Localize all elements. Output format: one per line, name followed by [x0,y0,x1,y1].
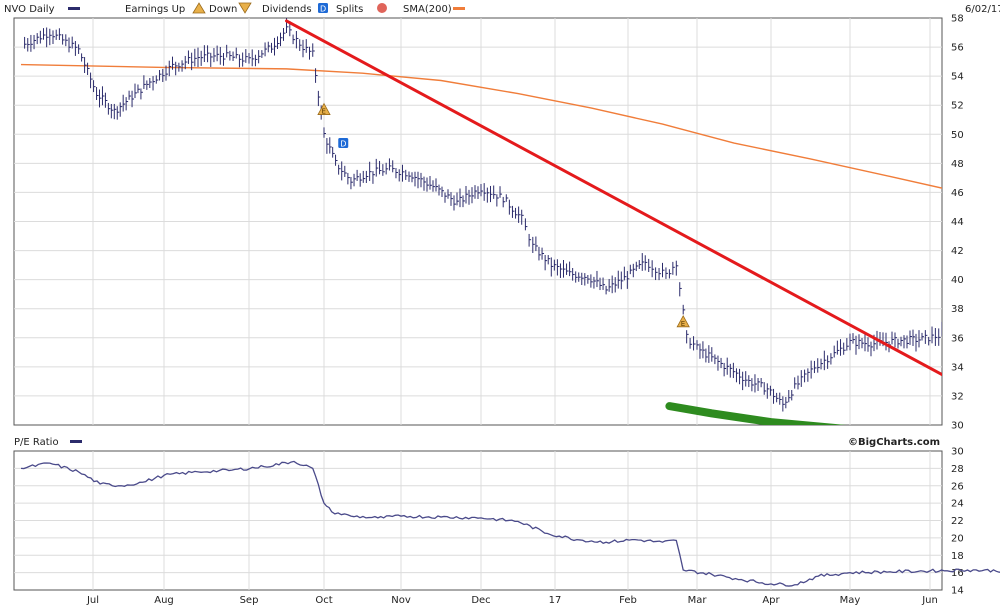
price-y-tick-label: 30 [951,421,964,432]
price-y-tick-label: 36 [951,333,964,344]
x-tick-label: Sep [240,595,259,606]
down-label: Down [209,4,237,15]
splits-label: Splits [336,4,363,15]
price-y-tick-label: 56 [951,43,964,54]
sma-label: SMA(200) [403,4,452,15]
x-tick-label: Jun [921,595,938,606]
pe-y-tick-label: 14 [951,586,964,597]
x-tick-label: May [840,595,861,606]
price-y-tick-label: 54 [951,72,964,83]
chart-header: NVO Daily Earnings Up Down Dividends D S… [4,2,1000,15]
price-y-tick-label: 32 [951,391,964,402]
pe-y-tick-label: 20 [951,533,964,544]
ticker-label: NVO Daily [4,4,55,15]
x-tick-label: Feb [619,595,637,606]
price-y-tick-label: 46 [951,188,964,199]
pe-header: P/E Ratio ©BigCharts.com [14,437,940,448]
pe-ratio-line [20,460,1000,587]
event-markers: EEDD [317,102,690,328]
dividends-label: Dividends [262,4,312,15]
earnings-up-icon [192,2,206,14]
earnings-up-label: Earnings Up [125,4,185,15]
source-label: ©BigCharts.com [848,437,940,448]
pe-y-tick-label: 28 [951,464,964,475]
earnings-marker-icon [676,314,690,328]
pe-swatch [70,440,82,443]
price-y-tick-label: 58 [951,14,964,25]
earnings-down-icon [238,2,252,14]
x-tick-label: Dec [471,595,490,606]
dividend-marker-icon [338,138,349,149]
dividend-icon [318,3,328,13]
earnings-marker-letter: E [681,320,685,328]
pe-y-tick-label: 16 [951,568,964,579]
dividend-marker-letter: D [340,140,346,149]
dividend-icon-letter: D [320,5,326,14]
sma-swatch [453,7,465,10]
pe-y-tick-label: 24 [951,499,964,510]
pe-y-tick-label: 22 [951,516,964,527]
price-grid [14,18,942,425]
x-tick-label: Mar [688,595,708,606]
pe-y-tick-label: 30 [951,447,964,458]
price-y-tick-label: 40 [951,275,964,286]
pe-panel: 14 16 18 20 22 24 26 28 30 [13,447,1000,597]
x-tick-label: Oct [315,595,332,606]
split-icon [377,3,387,13]
earnings-marker-letter: E [322,108,326,116]
earnings-marker-icon [317,102,331,115]
price-y-tick-label: 50 [951,130,964,141]
price-y-tick-label: 48 [951,159,964,170]
green-rounding-bottom-curve [665,402,847,425]
price-y-tick-label: 34 [951,362,964,373]
ticker-swatch [68,7,80,10]
x-axis-labels: Jul Aug Sep Oct Nov Dec 17 Feb Mar Apr May Jun [86,595,938,606]
date-label: 6/02/17 [965,4,1000,15]
x-tick-label: 17 [549,595,562,606]
x-tick-label: Jul [86,595,99,606]
red-downtrend-line [285,19,942,377]
x-tick-label: Nov [391,595,411,606]
price-y-tick-label: 44 [951,217,964,228]
price-y-tick-label: 38 [951,304,964,315]
pe-y-tick-label: 26 [951,481,964,492]
price-y-tick-label: 42 [951,246,964,257]
x-tick-label: Apr [762,595,780,606]
pe-label: P/E Ratio [14,437,59,448]
price-y-axis: 30 32 34 36 38 40 42 44 46 48 50 52 54 56 58 [951,14,964,432]
price-series [24,18,942,412]
pe-grid [14,451,942,590]
pe-y-tick-label: 18 [951,551,964,562]
price-y-tick-label: 52 [951,101,964,112]
pe-y-axis: 14 16 18 20 22 24 26 28 30 [951,447,964,597]
x-tick-label: Aug [154,595,174,606]
